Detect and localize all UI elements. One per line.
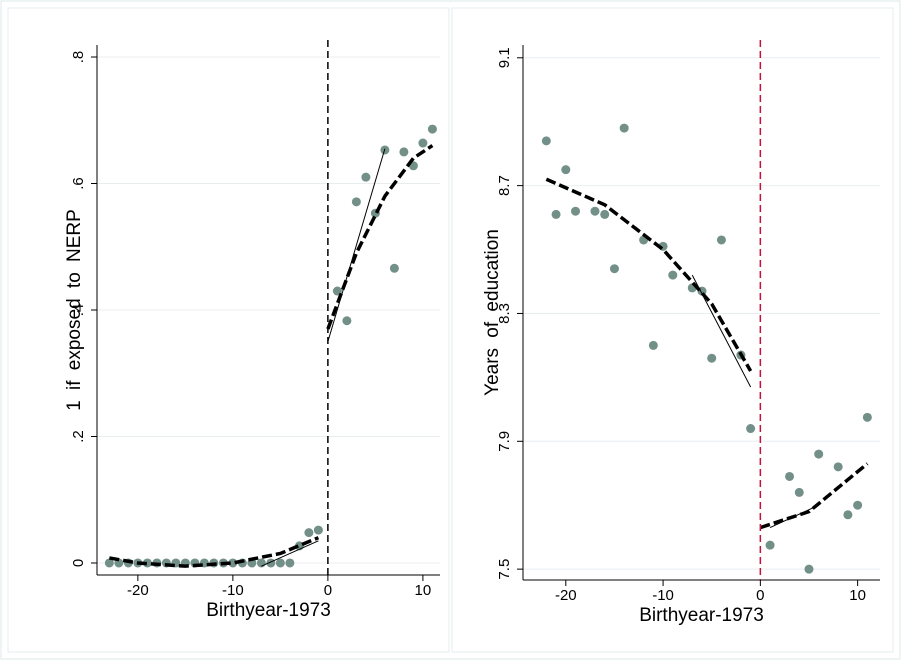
y-tick-label: 0 xyxy=(70,559,87,567)
x-tick-label: 10 xyxy=(849,587,866,604)
data-point xyxy=(571,206,581,216)
data-point xyxy=(590,206,600,216)
data-point xyxy=(843,510,853,520)
local-fit-line xyxy=(769,504,819,529)
data-point xyxy=(746,424,756,434)
y-axis-title: 1 if exposed to NERP xyxy=(64,209,85,411)
data-point xyxy=(427,124,437,134)
data-point xyxy=(551,209,561,219)
data-point xyxy=(707,353,717,363)
data-point xyxy=(785,471,795,481)
data-point xyxy=(399,147,409,157)
data-point xyxy=(389,263,399,273)
data-point xyxy=(228,558,238,568)
data-point xyxy=(104,558,114,568)
panel-frame xyxy=(451,7,894,653)
fit-curve xyxy=(109,536,320,568)
data-point xyxy=(716,235,726,245)
y-tick-label: 7.9 xyxy=(496,431,513,452)
fit-curve xyxy=(326,144,434,330)
data-point xyxy=(541,136,551,146)
fit-curve xyxy=(759,462,869,530)
data-point xyxy=(853,500,863,510)
data-point xyxy=(142,558,152,568)
data-point xyxy=(418,138,428,148)
x-tick-label: -10 xyxy=(652,587,674,604)
y-tick-label: 8.3 xyxy=(496,303,513,324)
local-fit-line xyxy=(261,540,319,567)
data-point xyxy=(351,197,361,207)
data-point xyxy=(668,270,678,280)
y-axis-title: Years of education xyxy=(482,229,503,396)
y-tick-label: .4 xyxy=(70,304,87,317)
panel-frame xyxy=(7,7,450,653)
x-tick-label: 10 xyxy=(415,582,432,599)
y-tick-label: 9.1 xyxy=(496,47,513,68)
data-point xyxy=(342,316,352,326)
data-point xyxy=(862,412,872,422)
data-point xyxy=(619,123,629,133)
x-axis-title: Birthyear-1973 xyxy=(639,605,764,626)
data-point xyxy=(765,540,775,550)
data-point xyxy=(304,528,314,538)
x-tick-label: -20 xyxy=(555,587,577,604)
data-point xyxy=(804,564,814,574)
x-axis-title: Birthyear-1973 xyxy=(206,600,331,621)
data-point xyxy=(609,264,619,274)
x-tick-label: 0 xyxy=(756,587,764,604)
fit-curve xyxy=(545,177,753,372)
x-tick-label: 0 xyxy=(324,582,332,599)
data-point xyxy=(833,462,843,472)
data-point xyxy=(285,558,295,568)
y-tick-label: 8.7 xyxy=(496,175,513,196)
data-point xyxy=(814,449,824,459)
x-tick-label: -10 xyxy=(222,582,244,599)
local-fit-line xyxy=(327,148,386,342)
x-tick-label: -20 xyxy=(127,582,149,599)
y-tick-label: .2 xyxy=(70,430,87,443)
data-point xyxy=(600,209,610,219)
data-point xyxy=(275,558,285,568)
data-point xyxy=(361,172,371,182)
y-tick-label: .6 xyxy=(70,177,87,190)
data-point xyxy=(648,340,658,350)
local-fit-line xyxy=(691,274,752,388)
data-point xyxy=(561,165,571,175)
y-tick-label: 7.5 xyxy=(496,559,513,580)
data-point xyxy=(313,525,323,535)
data-point xyxy=(794,487,804,497)
y-tick-label: .8 xyxy=(70,51,87,64)
